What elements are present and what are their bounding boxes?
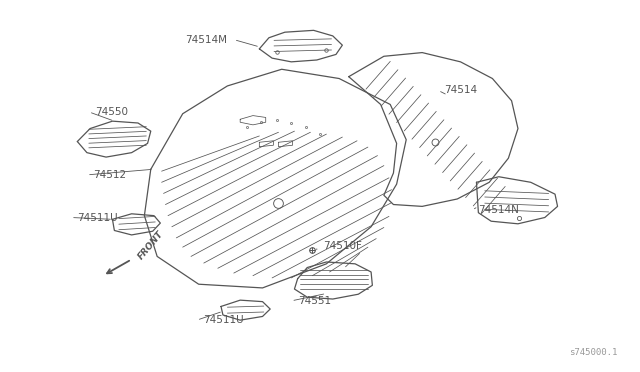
Text: 74551: 74551 [298,296,331,306]
Text: 74511U: 74511U [203,315,244,325]
Text: 74510F: 74510F [323,241,362,251]
Text: 74550: 74550 [95,107,128,117]
Text: FRONT: FRONT [137,230,166,262]
Text: s745000.1: s745000.1 [568,348,617,357]
Text: 74512: 74512 [93,170,127,180]
Text: 74514N: 74514N [478,205,519,215]
Text: 74511U: 74511U [77,212,118,222]
Text: 74514: 74514 [445,86,477,95]
Text: 74514M: 74514M [186,35,227,45]
